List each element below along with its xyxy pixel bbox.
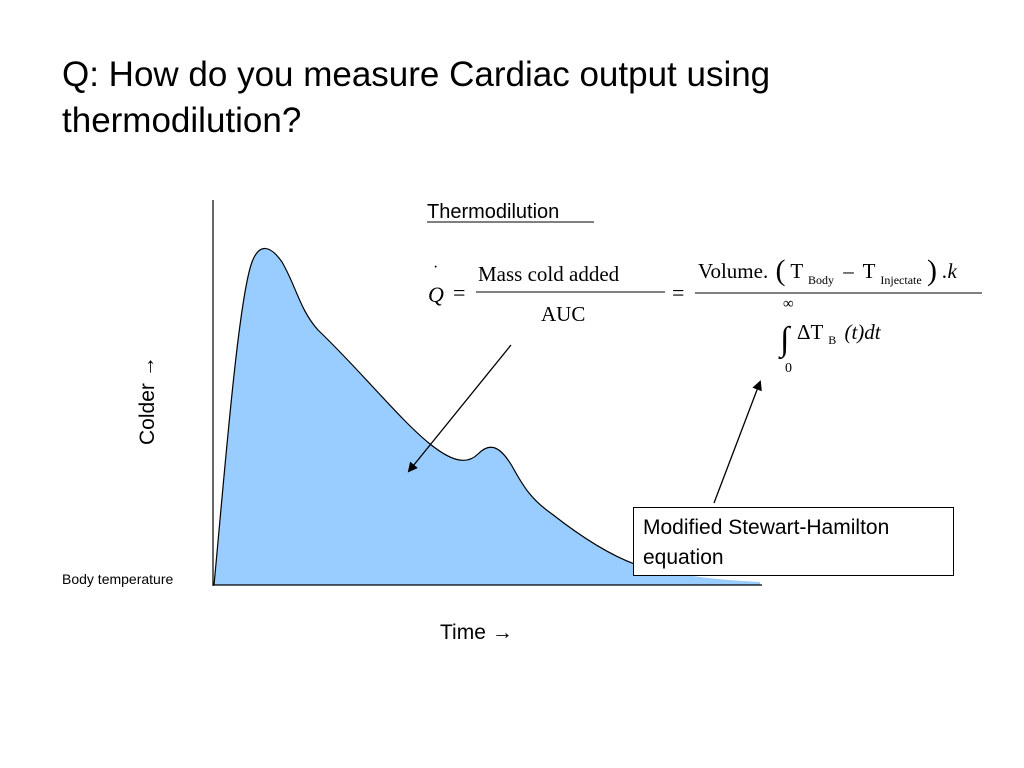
callout-line-1: Modified Stewart-Hamilton [643,516,890,539]
x-axis-label: Time → [440,621,513,644]
thermodilution-curve-area [214,248,760,585]
integral-sign: ∫ [778,321,792,360]
numerator-1: Mass cold added [478,262,620,286]
thermodilution-curve-line [213,247,641,586]
slide-title: Q: How do you measure Cardiac output usi… [62,52,962,144]
numerator-2: Volume. ( T Body – T Injectate ) .k [698,254,957,289]
callout-line-2: equation [643,546,724,569]
q-symbol: Q [428,282,444,307]
equals-2: = [672,280,684,305]
stewart-hamilton-callout: Modified Stewart-Hamilton equation [633,507,954,576]
diagram-heading: Thermodilution [427,201,559,223]
integral-lower-limit: 0 [785,361,792,376]
q-dot: · [433,259,438,276]
title-line-2: thermodilution? [62,101,302,140]
stewart-hamilton-equation: · Q = Mass cold added AUC = Volume. ( T … [428,254,982,376]
baseline-label: Body temperature [62,571,173,587]
integrand: ΔT B (t)dt [797,320,882,349]
equation-pointer-arrow [713,380,762,504]
equals-1: = [453,280,465,305]
denominator-1: AUC [541,302,585,326]
integral-upper-limit: ∞ [783,296,794,312]
auc-pointer-arrow [407,344,512,473]
y-axis-label: Colder→ [136,356,159,445]
title-line-1: Q: How do you measure Cardiac output usi… [62,55,771,94]
